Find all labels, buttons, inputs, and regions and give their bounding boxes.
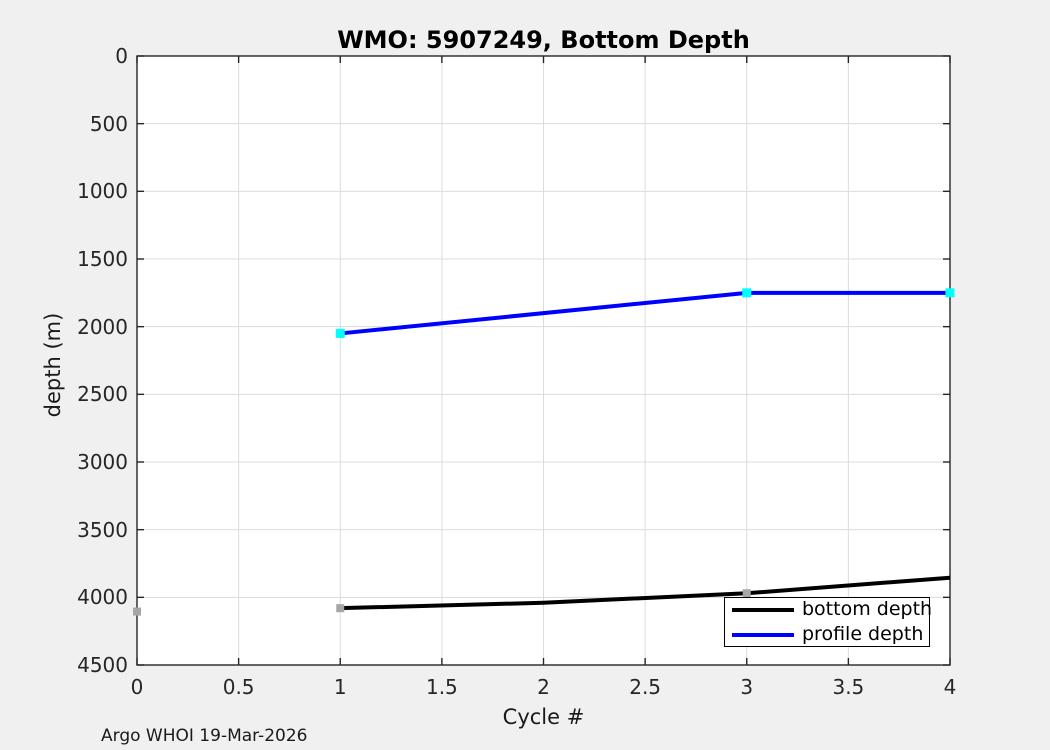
y-tick-label: 1000 bbox=[77, 179, 128, 204]
x-tick-label: 4 bbox=[943, 675, 957, 699]
legend-label-profile-depth: profile depth bbox=[802, 623, 924, 645]
legend-line-sample-bottom-depth bbox=[732, 607, 794, 612]
legend: bottom depth profile depth bbox=[724, 597, 933, 647]
y-tick-label: 4500 bbox=[77, 653, 128, 677]
x-tick-label: 1 bbox=[333, 675, 347, 699]
x-tick-label: 1.5 bbox=[425, 675, 458, 699]
legend-line-sample-profile-depth bbox=[732, 632, 794, 637]
data-marker-bottom-depth bbox=[336, 604, 345, 613]
y-tick-label: 4000 bbox=[77, 585, 128, 610]
data-marker-profile-depth bbox=[742, 288, 752, 298]
data-marker-bottom-depth bbox=[133, 607, 141, 616]
figure-annotation: Argo WHOI 19-Mar-2026 bbox=[101, 726, 308, 746]
y-tick-label: 1500 bbox=[77, 247, 128, 271]
x-axis-label: Cycle # bbox=[502, 705, 585, 729]
y-tick-label: 2000 bbox=[77, 314, 128, 339]
y-tick-label: 2500 bbox=[77, 382, 128, 407]
data-marker-profile-depth bbox=[945, 288, 955, 298]
chart-title: WMO: 5907249, Bottom Depth bbox=[337, 26, 750, 54]
data-marker-profile-depth bbox=[335, 328, 345, 338]
x-tick-label: 0 bbox=[130, 675, 144, 699]
x-tick-label: 2 bbox=[537, 675, 550, 699]
legend-entry-profile-depth: profile depth bbox=[732, 624, 929, 645]
x-tick-label: 3.5 bbox=[832, 675, 865, 699]
x-tick-label: 3 bbox=[740, 675, 754, 699]
data-marker-bottom-depth bbox=[742, 589, 751, 598]
series-line-bottom-depth bbox=[340, 575, 951, 611]
x-tick-label: 0.5 bbox=[222, 675, 255, 699]
y-tick-label: 0 bbox=[115, 44, 128, 68]
x-tick-label: 2.5 bbox=[629, 675, 662, 699]
legend-entry-bottom-depth: bottom depth bbox=[732, 598, 933, 620]
y-tick-label: 3000 bbox=[77, 450, 128, 474]
y-axis-label: depth (m) bbox=[41, 312, 65, 418]
y-tick-label: 3500 bbox=[77, 517, 128, 542]
y-tick-label: 500 bbox=[89, 111, 128, 136]
legend-label-bottom-depth: bottom depth bbox=[802, 598, 933, 620]
